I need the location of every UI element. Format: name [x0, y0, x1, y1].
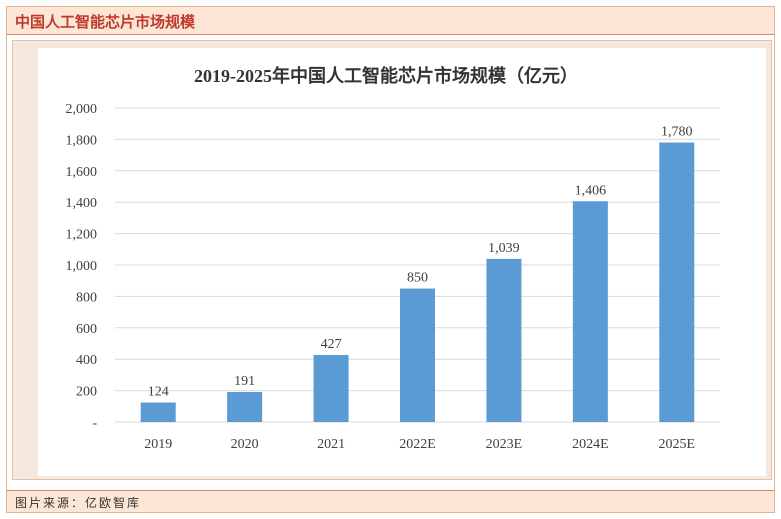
source-note: 图片来源：亿欧智库 [15, 496, 142, 510]
bar [659, 142, 695, 423]
y-tick-label: 800 [76, 290, 97, 305]
figure-footer: 图片来源：亿欧智库 [7, 490, 774, 512]
x-tick-label: 2024E [572, 437, 609, 452]
bar [572, 201, 608, 422]
bar-value-label: 1,780 [661, 125, 693, 140]
y-tick-label: 2,000 [66, 102, 98, 117]
y-tick-label: 1,800 [66, 133, 98, 148]
y-tick-label: 1,400 [66, 196, 98, 211]
x-tick-label: 2020 [231, 437, 259, 452]
bar-value-label: 191 [234, 374, 255, 389]
x-tick-label: 2019 [144, 437, 172, 452]
bar [486, 258, 522, 422]
figure-header: 中国人工智能芯片市场规模 [7, 7, 774, 35]
y-tick-label: - [92, 416, 97, 431]
bar-value-label: 124 [148, 385, 169, 400]
figure-frame [6, 6, 775, 513]
bars [140, 142, 695, 423]
y-tick-label: 600 [76, 322, 97, 337]
x-tick-label: 2021 [317, 437, 345, 452]
y-axis-ticks: - 200 400 600 800 1,000 1,200 1,400 1,600 1,800 2,… [66, 102, 98, 431]
bar [400, 288, 435, 422]
bar-value-label: 1,406 [575, 183, 607, 198]
y-tick-label: 1,000 [66, 259, 98, 274]
y-tick-label: 200 [76, 385, 97, 400]
x-axis-ticks: 2019 2020 2021 2022E 2023E 2024E 2025E [144, 437, 695, 452]
bar [227, 392, 263, 422]
bar-value-labels: 124 191 427 850 1,039 1,406 1,780 [148, 125, 693, 400]
bar-value-label: 850 [407, 271, 428, 286]
bar [140, 402, 176, 422]
chart-title: 2019-2025年中国人工智能芯片市场规模（亿元） [194, 65, 578, 86]
x-tick-label: 2025E [659, 437, 696, 452]
bar-value-label: 1,039 [488, 241, 520, 256]
x-tick-label: 2022E [399, 437, 436, 452]
y-tick-label: 1,600 [66, 165, 98, 180]
y-tick-label: 400 [76, 353, 97, 368]
bar [313, 354, 349, 422]
bar-value-label: 427 [321, 337, 342, 352]
y-tick-label: 1,200 [66, 228, 98, 243]
figure-header-title: 中国人工智能芯片市场规模 [15, 13, 196, 31]
x-tick-label: 2023E [486, 437, 523, 452]
